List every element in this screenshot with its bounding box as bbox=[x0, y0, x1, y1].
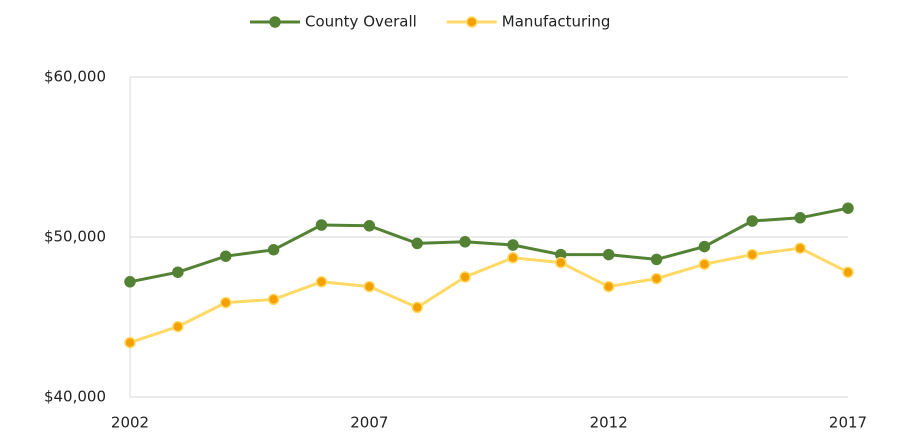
x-tick-label: 2012 bbox=[590, 414, 628, 432]
data-point bbox=[507, 252, 519, 264]
x-tick-label: 2017 bbox=[829, 414, 867, 432]
data-point bbox=[698, 258, 711, 270]
series-line bbox=[129, 246, 849, 345]
data-point bbox=[172, 320, 184, 333]
data-point bbox=[124, 276, 136, 288]
series-line bbox=[129, 206, 849, 284]
data-point bbox=[746, 248, 759, 261]
data-point bbox=[842, 202, 854, 214]
x-tick-label: 2007 bbox=[350, 414, 388, 432]
data-point bbox=[219, 250, 232, 262]
data-point bbox=[363, 220, 376, 232]
data-point bbox=[315, 276, 328, 288]
data-point bbox=[602, 248, 615, 261]
data-point bbox=[124, 336, 136, 349]
data-point bbox=[459, 271, 471, 283]
x-tick-label: 2002 bbox=[111, 414, 149, 432]
data-point bbox=[650, 272, 663, 285]
data-point bbox=[794, 242, 806, 254]
data-point bbox=[842, 266, 854, 278]
data-point bbox=[507, 239, 519, 251]
data-point bbox=[555, 256, 567, 269]
legend-marker bbox=[269, 16, 281, 28]
data-point bbox=[411, 237, 423, 250]
data-point bbox=[650, 253, 663, 266]
legend-marker bbox=[466, 16, 478, 28]
legend-label: County Overall bbox=[305, 13, 417, 31]
y-tick-label: $60,000 bbox=[44, 68, 106, 86]
y-tick-label: $50,000 bbox=[44, 228, 106, 246]
data-point bbox=[267, 293, 280, 306]
data-point bbox=[172, 266, 184, 278]
data-point bbox=[219, 296, 232, 309]
legend-label: Manufacturing bbox=[502, 13, 611, 31]
data-point bbox=[602, 280, 615, 293]
data-point bbox=[411, 301, 423, 314]
data-point bbox=[459, 236, 471, 248]
data-point bbox=[698, 240, 711, 253]
data-point bbox=[794, 212, 806, 224]
data-point bbox=[315, 219, 328, 231]
data-point bbox=[363, 280, 376, 293]
y-tick-label: $40,000 bbox=[44, 388, 106, 406]
data-point bbox=[746, 215, 759, 227]
data-point bbox=[267, 244, 280, 256]
